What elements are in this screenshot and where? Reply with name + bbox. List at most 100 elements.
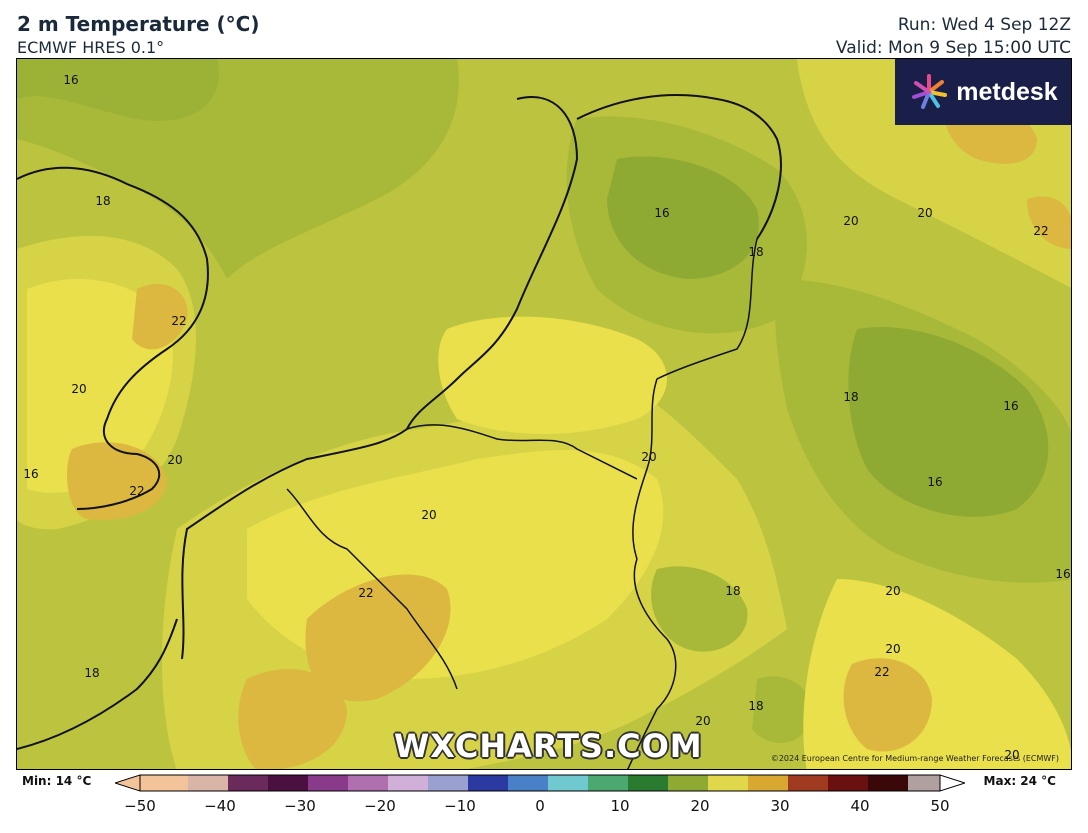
colorbar-swatch	[452, 775, 461, 791]
colorbar-swatch	[748, 775, 757, 791]
contour-label: 20	[167, 453, 183, 467]
southeast-warm-zone	[843, 658, 932, 752]
colorbar-swatch	[556, 775, 565, 791]
colorbar-swatch	[468, 775, 477, 791]
colorbar-swatch	[668, 775, 677, 791]
colorbar-swatch	[156, 775, 165, 791]
colorbar-tick-label: 50	[930, 797, 950, 815]
colorbar-tick-label: −50	[124, 797, 156, 815]
contour-label: 20	[71, 382, 87, 396]
colorbar-swatch	[612, 775, 621, 791]
colorbar-swatch	[764, 775, 773, 791]
england-warm-zone	[67, 442, 167, 520]
contour-label: 22	[1033, 224, 1049, 238]
colorbar-swatch	[444, 775, 453, 791]
colorbar-swatch	[388, 775, 397, 791]
colorbar-swatch	[172, 775, 181, 791]
colorbar-swatch	[228, 775, 237, 791]
starburst-icon	[912, 74, 948, 109]
colorbar-swatch	[708, 775, 717, 791]
run-label: Run: Wed 4 Sep 12Z	[897, 15, 1071, 35]
colorbar-swatch	[540, 775, 549, 791]
colorbar-swatch	[580, 775, 589, 791]
colorbar-swatch	[532, 775, 541, 791]
colorbar-swatch	[412, 775, 421, 791]
colorbar-swatch	[356, 775, 365, 791]
colorbar-swatch	[436, 775, 445, 791]
colorbar-swatch	[932, 775, 941, 791]
contour-label: 16	[63, 73, 79, 87]
colorbar-swatch	[724, 775, 733, 791]
colorbar-swatch	[524, 775, 533, 791]
colorbar-swatch	[684, 775, 693, 791]
colorbar-swatch	[516, 775, 525, 791]
colorbar-tick-label: −30	[284, 797, 316, 815]
colorbar-swatch	[484, 775, 493, 791]
colorbar	[115, 774, 965, 792]
colorbar-min-arrow	[115, 774, 141, 792]
be-nl-border	[406, 424, 638, 480]
contour-label: 22	[874, 665, 890, 679]
colorbar-swatch	[652, 775, 661, 791]
colorbar-swatch	[844, 775, 853, 791]
colorbar-swatch	[460, 775, 469, 791]
colorbar-swatch	[404, 775, 413, 791]
contour-label: 22	[129, 484, 145, 498]
netherlands-bright-zone	[438, 316, 667, 434]
model-label: ECMWF HRES 0.1°	[17, 38, 165, 57]
colorbar-swatch	[772, 775, 781, 791]
colorbar-swatch	[700, 775, 709, 791]
nl-de-border	[632, 238, 758, 560]
contour-label: 18	[84, 666, 100, 680]
colorbar-swatch	[716, 775, 725, 791]
colorbar-swatch	[308, 775, 317, 791]
colorbar-swatch	[252, 775, 261, 791]
colorbar-swatch	[884, 775, 893, 791]
contour-label: 18	[843, 390, 859, 404]
netherlands-coastline	[181, 96, 579, 660]
temperature-map[interactable]: metdesk 16 18 22 20 22 20 16 16 18 20 22 18 16 16 20 20…	[16, 58, 1072, 770]
contour-label: 20	[421, 508, 437, 522]
colorbar-swatch	[796, 775, 805, 791]
colorbar-swatch	[836, 775, 845, 791]
colorbar-swatch	[212, 775, 221, 791]
colorbar-swatch	[588, 775, 597, 791]
colorbar-swatch	[236, 775, 245, 791]
colorbar-swatch	[604, 775, 613, 791]
colorbar-swatch	[924, 775, 933, 791]
colorbar-swatch	[492, 775, 501, 791]
colorbar-tick-label: 30	[770, 797, 790, 815]
colorbar-swatch	[596, 775, 605, 791]
colorbar-swatch	[148, 775, 157, 791]
valid-time-label: Valid: Mon 9 Sep 15:00 UTC	[835, 38, 1071, 58]
colorbar-swatch	[788, 775, 797, 791]
metdesk-logo-text: metdesk	[956, 77, 1058, 106]
colorbar-swatch	[420, 775, 429, 791]
colorbar-swatch	[196, 775, 205, 791]
colorbar-swatch	[868, 775, 877, 791]
colorbar-swatch	[692, 775, 701, 791]
contour-label: 18	[95, 194, 111, 208]
metdesk-logo: metdesk	[895, 59, 1071, 125]
contour-label: 22	[171, 314, 187, 328]
contour-label: 20	[641, 450, 657, 464]
colorbar-swatch	[644, 775, 653, 791]
colorbar-swatch	[260, 775, 269, 791]
colorbar-swatch	[892, 775, 901, 791]
colorbar-swatch	[204, 775, 213, 791]
colorbar-max-label: Max: 24 °C	[983, 774, 1056, 788]
colorbar-max-arrow	[939, 774, 965, 792]
colorbar-swatch	[140, 775, 149, 791]
be-de-lux-border	[627, 558, 677, 769]
contour-label: 20	[843, 214, 859, 228]
colorbar-tick-label: −20	[364, 797, 396, 815]
copyright-notice: ©2024 European Centre for Medium-range W…	[770, 754, 1059, 763]
east-warm-zone	[1027, 196, 1071, 249]
colorbar-swatch	[284, 775, 293, 791]
colorbar-swatch	[860, 775, 869, 791]
colorbar-swatch	[332, 775, 341, 791]
east-anglia-warm-zone	[132, 283, 188, 350]
contour-label: 18	[748, 245, 764, 259]
colorbar-swatch	[292, 775, 301, 791]
colorbar-swatch	[276, 775, 285, 791]
